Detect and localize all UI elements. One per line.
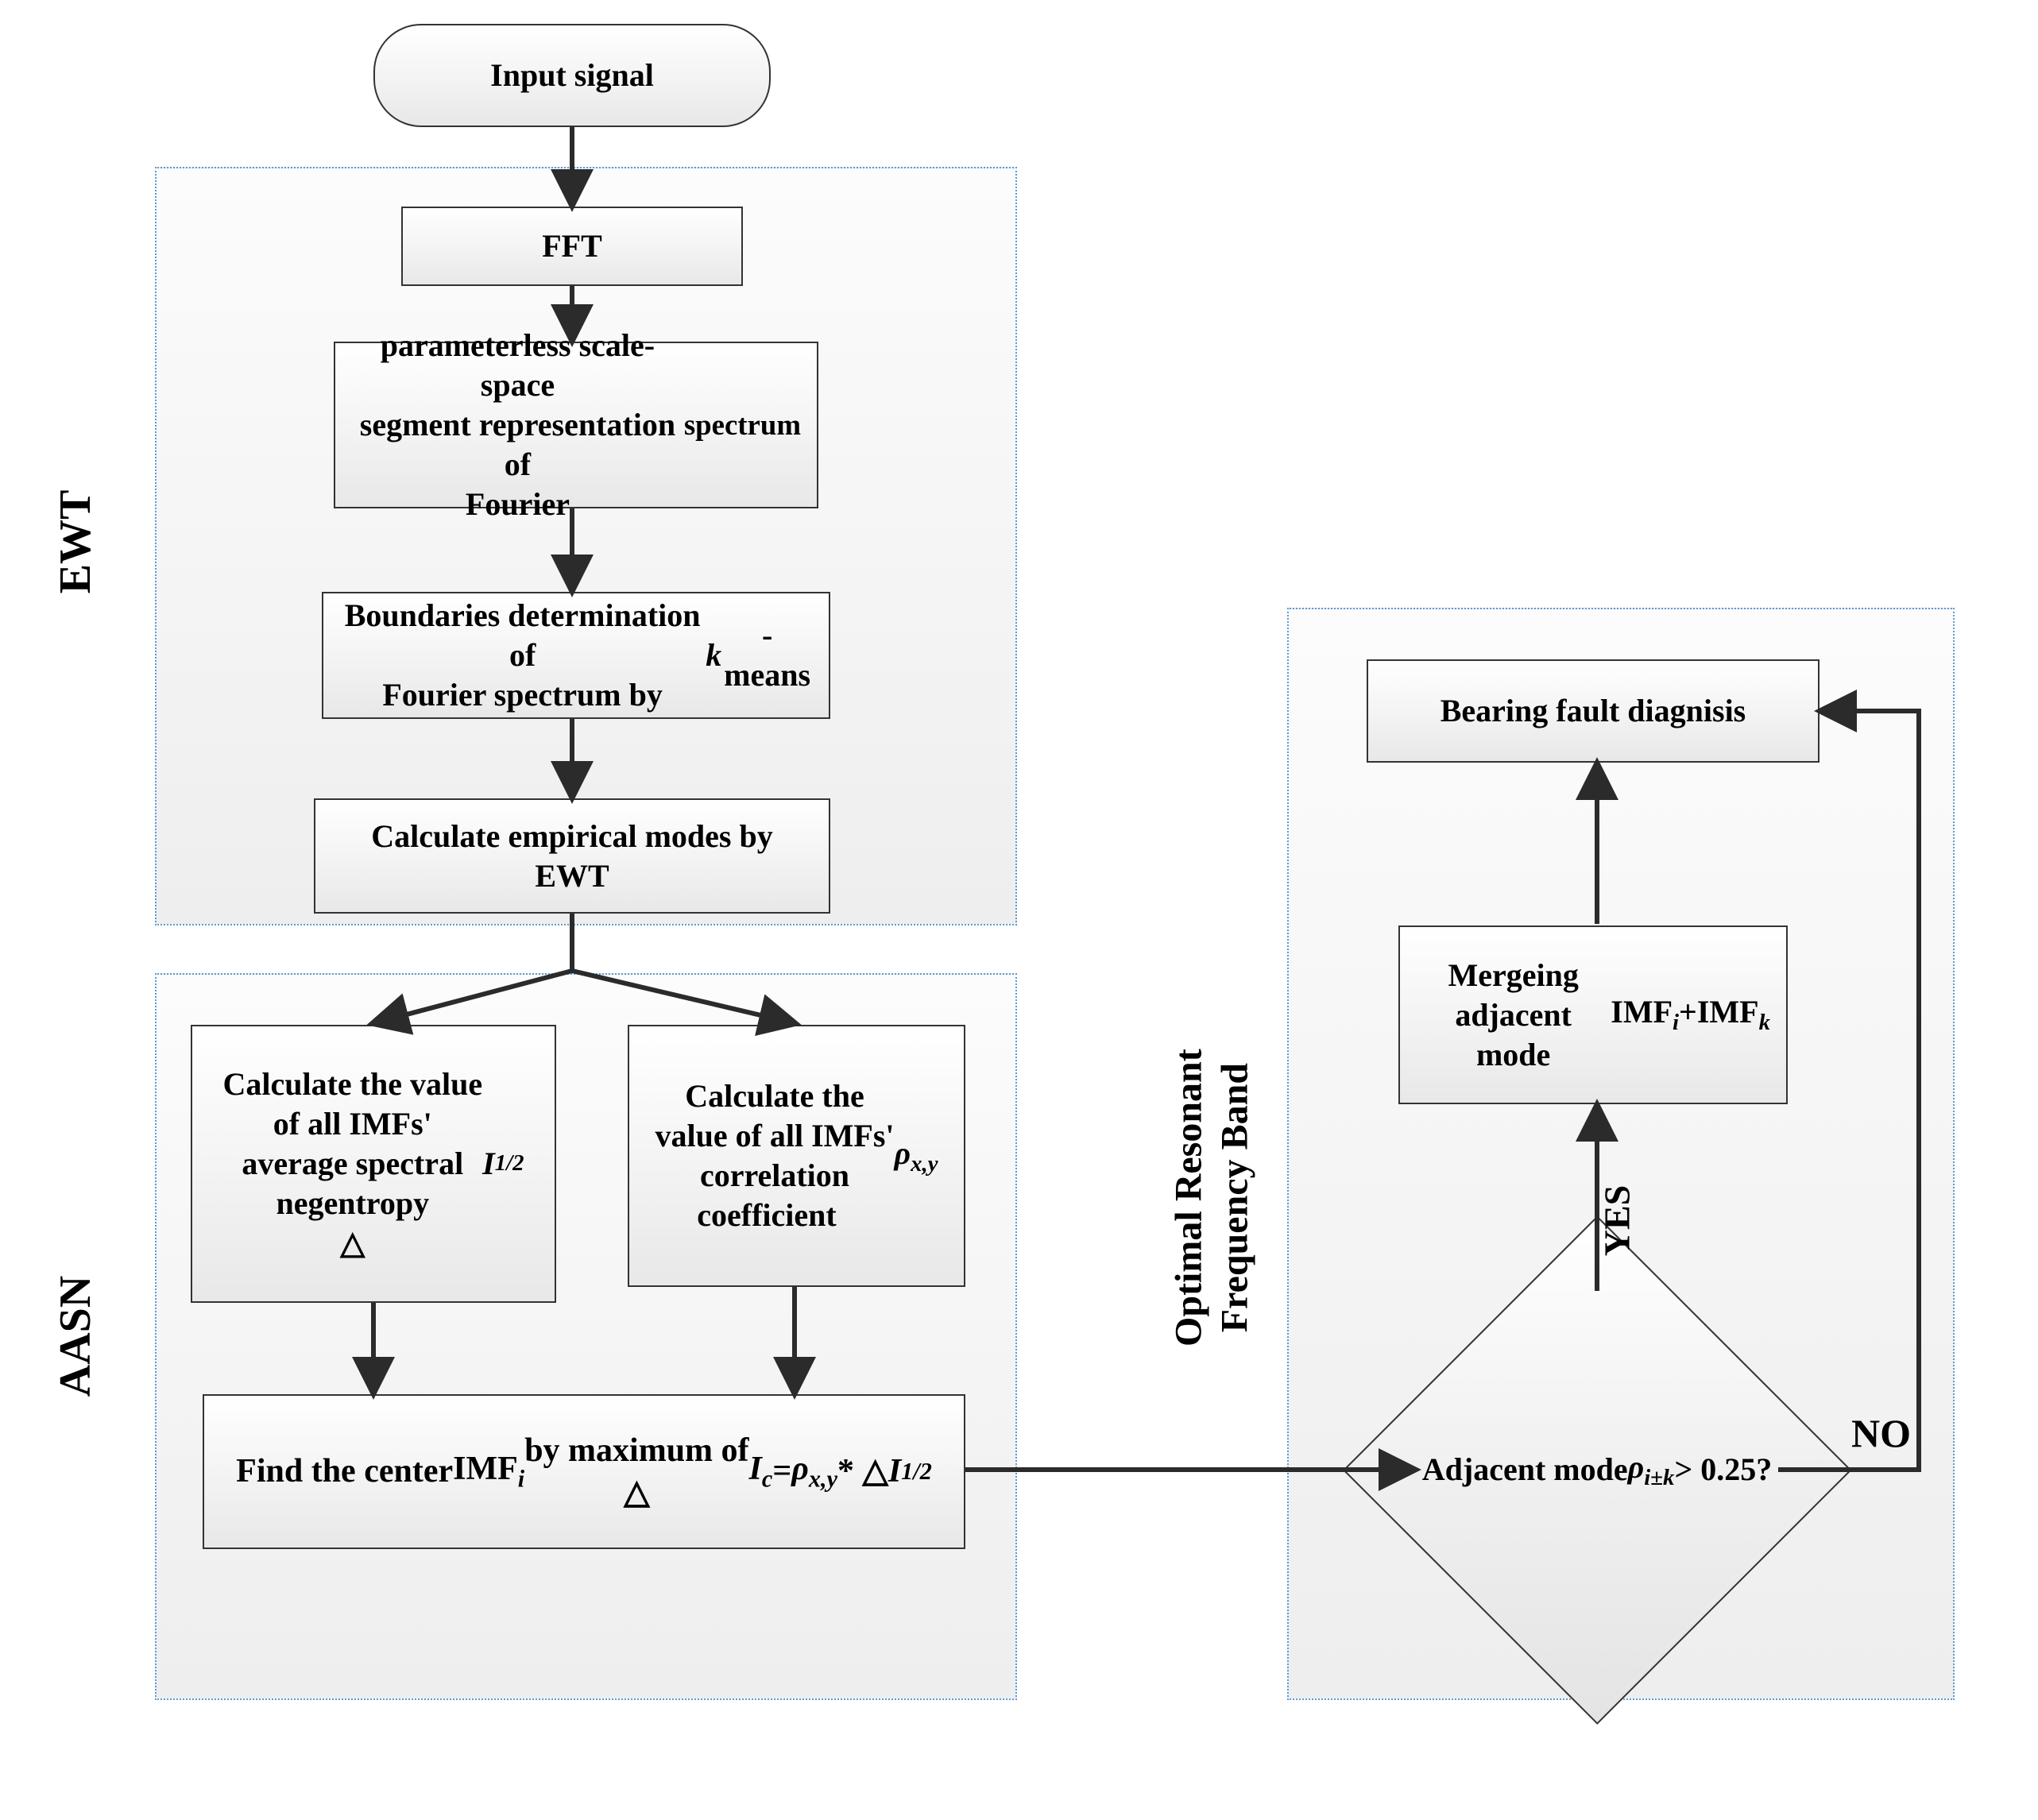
decision-text: Adjacent modeρi±k> 0.25? <box>1343 1215 1851 1724</box>
node-input-signal: Input signal <box>373 24 771 127</box>
node-kmeans: Boundaries determination ofFourier spect… <box>322 592 830 719</box>
node-merge: Mergeing adjacentmodeIMFi+IMFk <box>1398 925 1788 1104</box>
edge-label-yes: YES <box>1596 1173 1638 1269</box>
group-label-ewt: EWT <box>50 446 101 637</box>
node-decision: Adjacent modeρi±k> 0.25? <box>1343 1215 1851 1724</box>
node-find-center: Find the center IMFi by maximum of△Ic =ρ… <box>203 1394 965 1549</box>
node-calc-ewt: Calculate empirical modes byEWT <box>314 798 830 914</box>
node-fft: FFT <box>401 207 743 286</box>
edge-label-no: NO <box>1851 1410 1911 1456</box>
node-scalespace: parameterless scale-spacesegment represe… <box>334 342 818 508</box>
group-label-orfb: Optimal ResonantFrequency Band <box>1166 960 1257 1436</box>
group-label-aasn: AASN <box>50 1241 101 1432</box>
node-diagnosis: Bearing fault diagnisis <box>1367 659 1820 763</box>
node-correlation: Calculate thevalue of all IMFs'correlati… <box>628 1025 965 1287</box>
node-negentropy: Calculate the valueof all IMFs'average s… <box>191 1025 556 1303</box>
